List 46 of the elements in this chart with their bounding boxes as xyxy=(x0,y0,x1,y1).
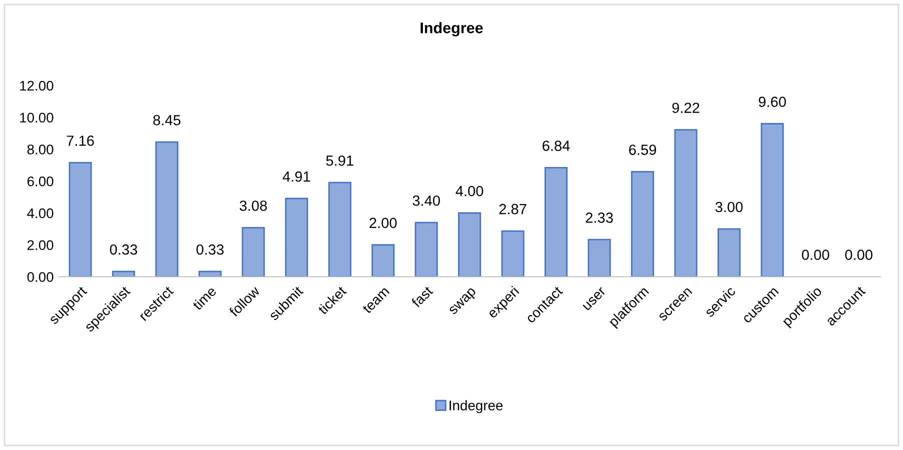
bar xyxy=(631,171,654,277)
bar xyxy=(372,244,395,277)
data-label: 0.00 xyxy=(845,250,872,260)
bar xyxy=(501,230,524,277)
data-label: 6.59 xyxy=(629,144,656,155)
data-label: 2.33 xyxy=(586,212,613,223)
chart-title: Indegree xyxy=(420,22,483,36)
data-label: 3.40 xyxy=(412,195,440,206)
data-label: 0.00 xyxy=(802,250,830,260)
x-tick-label: fast xyxy=(410,285,434,308)
y-tick-label: 0.00 xyxy=(27,272,54,282)
bar xyxy=(588,238,611,277)
data-label: 8.45 xyxy=(153,114,180,126)
y-tick-label: 2.00 xyxy=(28,240,54,250)
legend-label: Indegree xyxy=(450,400,503,414)
bar xyxy=(458,212,482,277)
data-label: 3.08 xyxy=(240,200,267,211)
data-label: 2.87 xyxy=(499,204,526,214)
data-label: 5.91 xyxy=(326,155,354,166)
data-label: 0.33 xyxy=(110,244,138,255)
bar xyxy=(718,228,741,277)
x-tick-label: time xyxy=(192,286,217,311)
bar xyxy=(760,123,784,277)
bar xyxy=(328,182,352,277)
data-label: 0.33 xyxy=(196,244,224,255)
y-tick-label: 4.00 xyxy=(27,208,54,218)
data-label: 2.00 xyxy=(370,218,397,228)
bar xyxy=(242,226,265,277)
y-tick-label: 6.00 xyxy=(28,176,54,186)
data-label: 3.00 xyxy=(715,202,743,212)
data-label: 4.00 xyxy=(456,186,484,196)
data-label: 4.91 xyxy=(282,171,310,182)
bar xyxy=(544,167,568,277)
y-tick-label: 12.00 xyxy=(20,80,54,91)
bar xyxy=(68,162,92,277)
y-tick-label: 10.00 xyxy=(20,112,54,123)
bar xyxy=(155,141,178,277)
data-label: 9.60 xyxy=(758,96,786,107)
y-tick-label: 8.00 xyxy=(27,144,54,154)
data-label: 9.22 xyxy=(672,102,700,114)
bar xyxy=(285,198,308,277)
data-label: 7.16 xyxy=(66,136,94,146)
bar xyxy=(674,129,698,277)
data-label: 6.84 xyxy=(542,140,570,151)
bar xyxy=(414,222,438,277)
x-tick-label: user xyxy=(582,287,606,311)
